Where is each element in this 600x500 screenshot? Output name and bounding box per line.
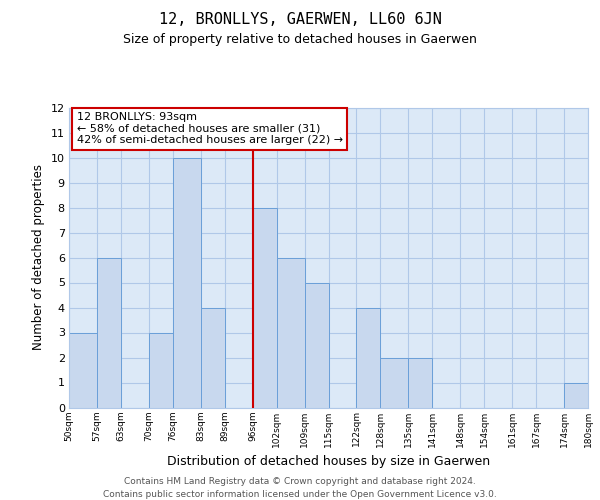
Bar xyxy=(409,358,432,408)
X-axis label: Distribution of detached houses by size in Gaerwen: Distribution of detached houses by size … xyxy=(167,455,490,468)
Bar xyxy=(356,308,380,408)
Bar xyxy=(253,208,277,408)
Text: Contains public sector information licensed under the Open Government Licence v3: Contains public sector information licen… xyxy=(103,490,497,499)
Bar xyxy=(173,158,201,408)
Bar xyxy=(380,358,409,408)
Text: 12 BRONLLYS: 93sqm
← 58% of detached houses are smaller (31)
42% of semi-detache: 12 BRONLLYS: 93sqm ← 58% of detached hou… xyxy=(77,112,343,145)
Bar xyxy=(305,282,329,408)
Text: Contains HM Land Registry data © Crown copyright and database right 2024.: Contains HM Land Registry data © Crown c… xyxy=(124,478,476,486)
Bar xyxy=(149,332,173,407)
Bar xyxy=(201,308,225,408)
Bar xyxy=(97,258,121,408)
Text: Size of property relative to detached houses in Gaerwen: Size of property relative to detached ho… xyxy=(123,32,477,46)
Y-axis label: Number of detached properties: Number of detached properties xyxy=(32,164,45,350)
Bar xyxy=(564,382,588,407)
Bar xyxy=(69,332,97,407)
Text: 12, BRONLLYS, GAERWEN, LL60 6JN: 12, BRONLLYS, GAERWEN, LL60 6JN xyxy=(158,12,442,28)
Bar xyxy=(277,258,305,408)
